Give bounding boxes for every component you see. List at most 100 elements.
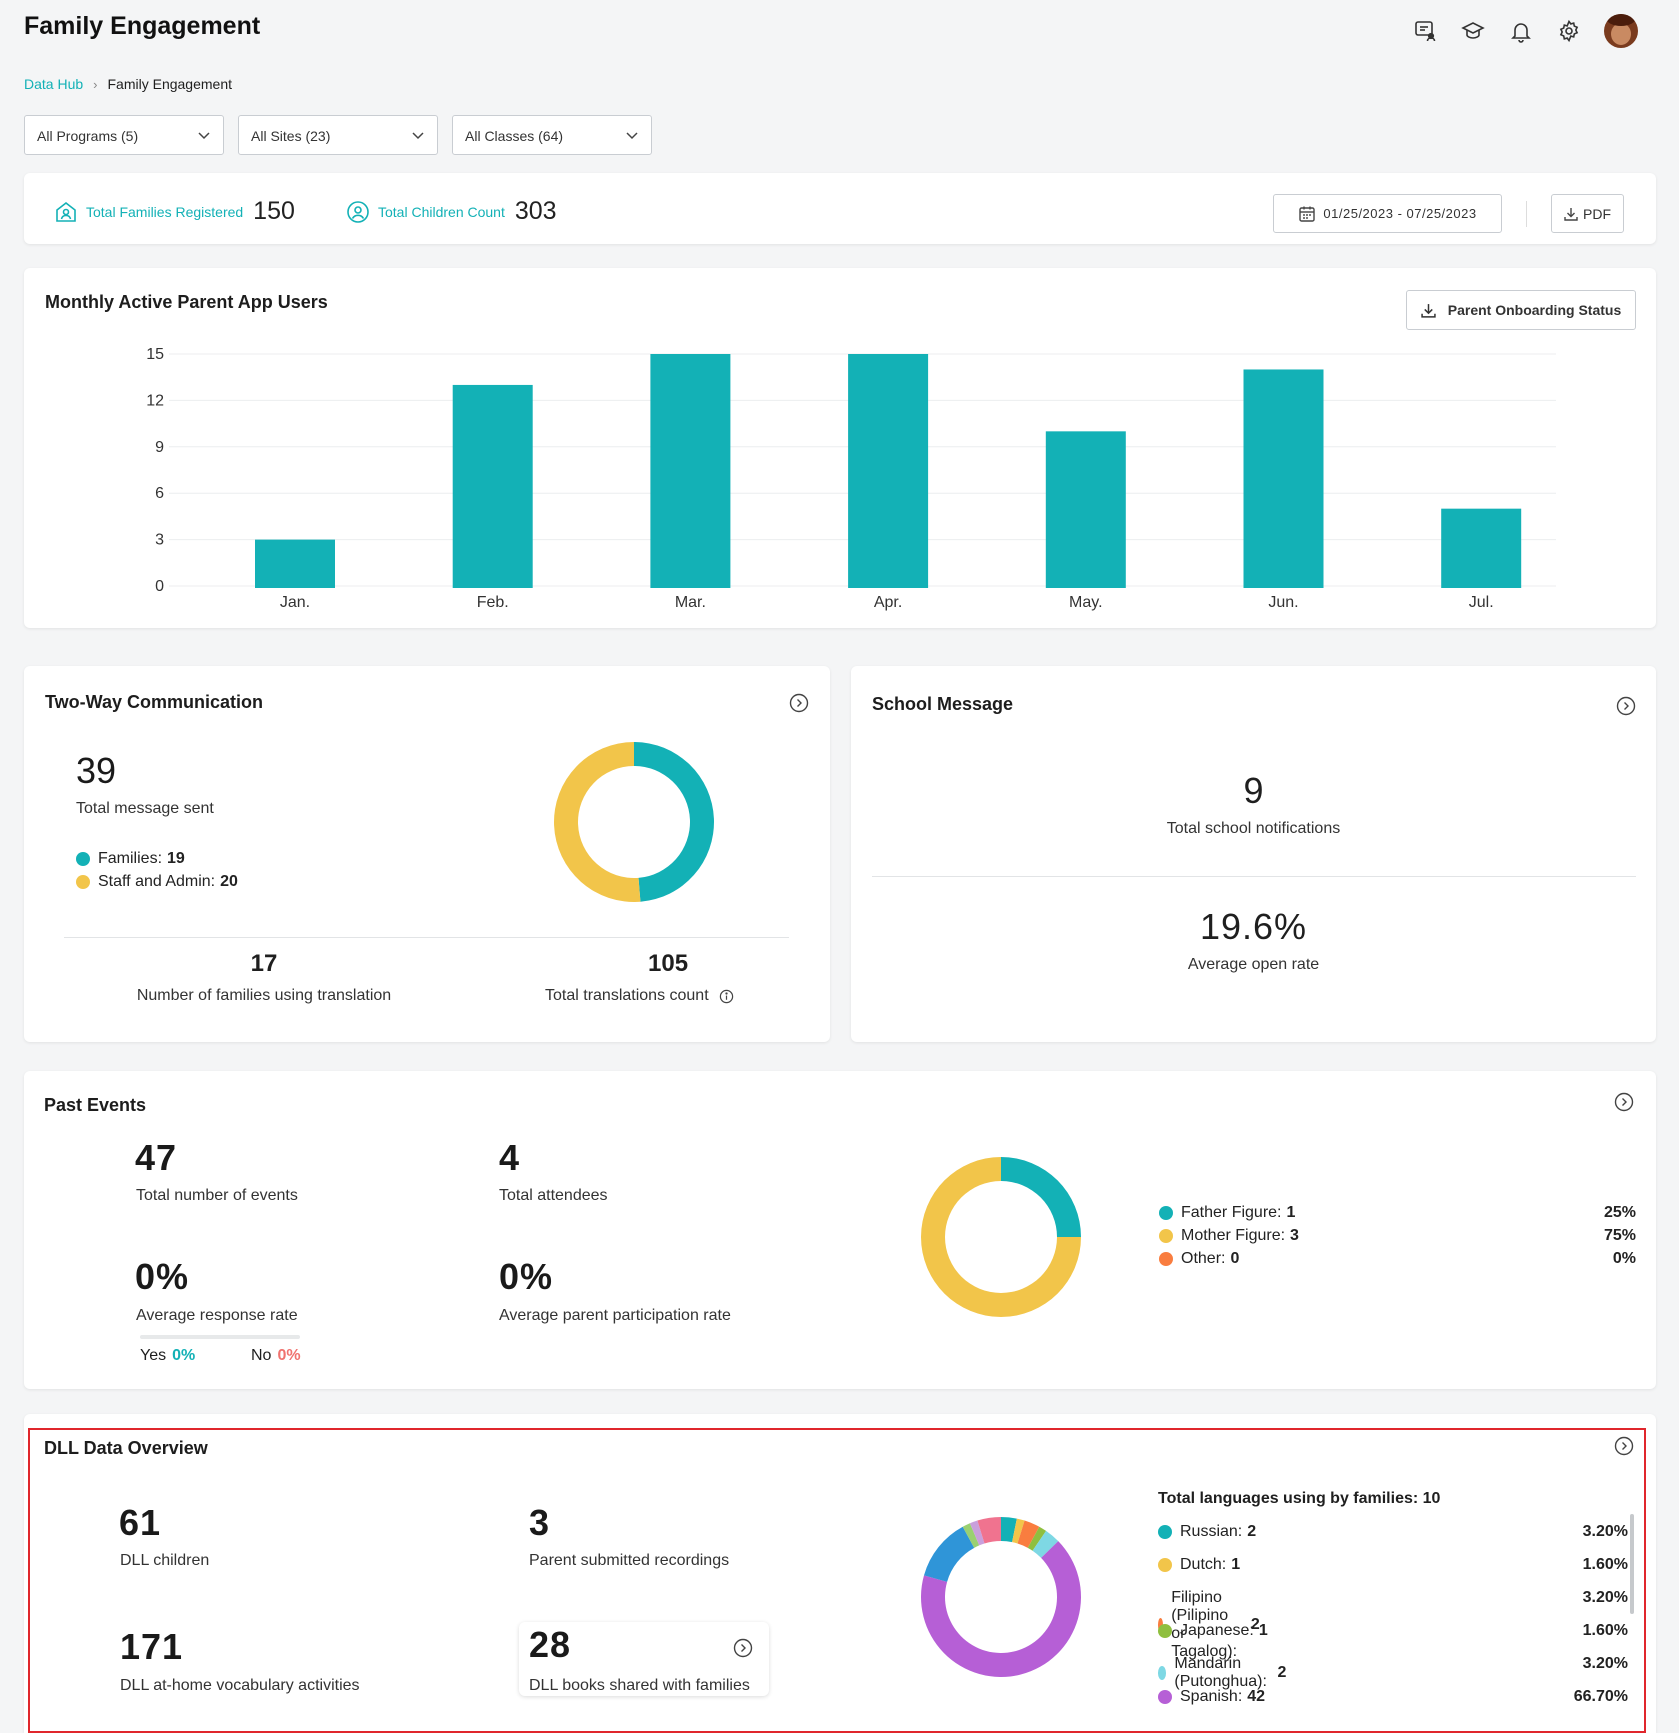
legend-other-label: Other: bbox=[1181, 1250, 1226, 1267]
highlight-frame bbox=[28, 1428, 1646, 1733]
user-circle-icon bbox=[347, 200, 369, 223]
y-tick-label: 12 bbox=[146, 392, 164, 409]
two-way-title: Two-Way Communication bbox=[45, 692, 263, 712]
bar-may[interactable] bbox=[1045, 431, 1126, 588]
open-rate-value: 19.6% bbox=[1199, 906, 1308, 947]
pdf-button[interactable]: PDF bbox=[1551, 194, 1624, 233]
families-translation-value: 17 bbox=[250, 950, 278, 977]
donut-segment[interactable] bbox=[634, 742, 715, 902]
donut-segment[interactable] bbox=[554, 742, 641, 902]
date-range-value: 01/25/2023 - 07/25/2023 bbox=[1323, 206, 1477, 221]
bar-mar[interactable] bbox=[650, 354, 731, 588]
language-label: Russian: bbox=[1180, 1523, 1243, 1540]
chevron-circle-right-icon[interactable] bbox=[1614, 1092, 1634, 1112]
legend-other-value: 0 bbox=[1230, 1250, 1240, 1267]
home-user-icon bbox=[56, 201, 76, 222]
participation-rate-value: 0% bbox=[499, 1256, 554, 1297]
donut-segment[interactable] bbox=[969, 1520, 985, 1546]
donut-segment[interactable] bbox=[1017, 1520, 1040, 1548]
divider bbox=[1526, 201, 1527, 227]
donut-segment[interactable] bbox=[923, 1526, 975, 1582]
bar-jan[interactable] bbox=[255, 539, 335, 588]
response-rate-label: Average response rate bbox=[136, 1307, 298, 1324]
info-icon[interactable] bbox=[719, 989, 734, 1004]
languages-scrollbar[interactable] bbox=[1630, 1514, 1634, 1614]
two-way-communication-card: Two-Way Communication 39 Total message s… bbox=[24, 666, 830, 1042]
participation-rate-label: Average parent participation rate bbox=[499, 1307, 731, 1324]
sites-select[interactable]: All Sites (23) bbox=[238, 115, 438, 155]
donut-segment[interactable] bbox=[962, 1523, 980, 1548]
chat-user-icon[interactable] bbox=[1412, 18, 1438, 44]
programs-select[interactable]: All Programs (5) bbox=[24, 115, 224, 155]
avatar[interactable] bbox=[1604, 14, 1638, 48]
donut-segment[interactable] bbox=[921, 1157, 1081, 1317]
legend-father-figure: Father Figure: 1 bbox=[1159, 1204, 1295, 1222]
legend-families-value: 19 bbox=[167, 850, 185, 867]
legend-father-value: 1 bbox=[1286, 1204, 1296, 1221]
language-value: 1 bbox=[1258, 1622, 1268, 1639]
classes-select[interactable]: All Classes (64) bbox=[452, 115, 652, 155]
classes-select-value: All Classes (64) bbox=[465, 128, 564, 144]
dll-vocab-value: 171 bbox=[120, 1626, 184, 1667]
school-notifications-value: 9 bbox=[1243, 770, 1264, 811]
donut-segment[interactable] bbox=[921, 1541, 1081, 1677]
children-count-value: 303 bbox=[514, 197, 557, 225]
language-value: 42 bbox=[1247, 1688, 1266, 1705]
download-icon bbox=[1564, 207, 1578, 221]
language-value: 2 bbox=[1277, 1664, 1287, 1681]
bar-apr[interactable] bbox=[848, 354, 929, 588]
families-translation-label: Number of families using translation bbox=[136, 987, 392, 1004]
x-tick-label: Mar. bbox=[675, 594, 706, 611]
donut-segment[interactable] bbox=[1012, 1518, 1025, 1544]
donut-segment[interactable] bbox=[1027, 1526, 1047, 1551]
bell-icon[interactable] bbox=[1508, 18, 1534, 44]
donut-segment[interactable] bbox=[1032, 1530, 1059, 1558]
donut-segment[interactable] bbox=[977, 1517, 1001, 1544]
chevron-down-icon bbox=[198, 132, 210, 140]
breadcrumb-data-hub[interactable]: Data Hub bbox=[24, 76, 84, 92]
summary-card: Total Families Registered 150 Total Chil… bbox=[24, 173, 1656, 244]
monthly-users-card: Monthly Active Parent App Users Parent O… bbox=[24, 268, 1656, 628]
y-tick-label: 3 bbox=[155, 532, 164, 549]
pdf-label: PDF bbox=[1583, 205, 1611, 222]
language-label: Japanese: bbox=[1180, 1622, 1254, 1639]
chevron-circle-right-icon[interactable] bbox=[789, 693, 809, 713]
families-registered-label: Total Families Registered bbox=[86, 203, 244, 220]
chevron-down-icon bbox=[412, 132, 424, 140]
dll-books-tile[interactable]: 28 DLL books shared with families bbox=[519, 1622, 769, 1696]
children-count-stat: Total Children Count 303 bbox=[346, 197, 557, 226]
chevron-right-icon: › bbox=[93, 76, 98, 92]
language-label: Mandarin (Putonghua): bbox=[1174, 1655, 1267, 1690]
chevron-circle-right-icon[interactable] bbox=[1614, 1436, 1634, 1456]
legend-father-label: Father Figure: bbox=[1181, 1204, 1282, 1221]
total-attendees-value: 4 bbox=[499, 1137, 521, 1178]
divider bbox=[64, 937, 789, 938]
legend-dot bbox=[1159, 1229, 1173, 1243]
donut-segment[interactable] bbox=[1001, 1517, 1017, 1543]
x-tick-label: Jun. bbox=[1268, 594, 1298, 611]
school-message-card: School Message 9 Total school notificati… bbox=[851, 666, 1656, 1042]
gear-icon[interactable] bbox=[1556, 18, 1582, 44]
bar-jun[interactable] bbox=[1243, 369, 1324, 588]
x-tick-label: Jul. bbox=[1469, 594, 1494, 611]
legend-families: Families: 19 bbox=[76, 850, 185, 868]
response-rate-bar bbox=[140, 1335, 300, 1339]
y-tick-label: 15 bbox=[146, 346, 164, 363]
date-range-picker[interactable]: 01/25/2023 - 07/25/2023 bbox=[1273, 194, 1502, 233]
dll-overview-card: DLL Data Overview 61 DLL children 3 Pare… bbox=[24, 1414, 1656, 1733]
language-russian: Russian: 2 bbox=[1158, 1523, 1256, 1541]
parent-onboarding-status-button[interactable]: Parent Onboarding Status bbox=[1406, 290, 1636, 330]
bar-feb[interactable] bbox=[452, 384, 533, 588]
chevron-circle-right-icon[interactable] bbox=[733, 1638, 753, 1658]
sites-select-value: All Sites (23) bbox=[251, 128, 331, 144]
children-count-label: Total Children Count bbox=[378, 203, 505, 220]
language-pct: 3.20% bbox=[1582, 1655, 1628, 1672]
bar-jul[interactable] bbox=[1441, 508, 1522, 588]
language-pct: 66.70% bbox=[1573, 1688, 1628, 1705]
chevron-circle-right-icon[interactable] bbox=[1616, 696, 1636, 716]
families-registered-value: 150 bbox=[253, 197, 295, 225]
past-events-card: Past Events 47 Total number of events 4 … bbox=[24, 1071, 1656, 1389]
graduation-cap-icon[interactable] bbox=[1460, 18, 1486, 44]
translations-count-label: Total translations count bbox=[545, 987, 709, 1004]
donut-segment[interactable] bbox=[1001, 1157, 1081, 1237]
